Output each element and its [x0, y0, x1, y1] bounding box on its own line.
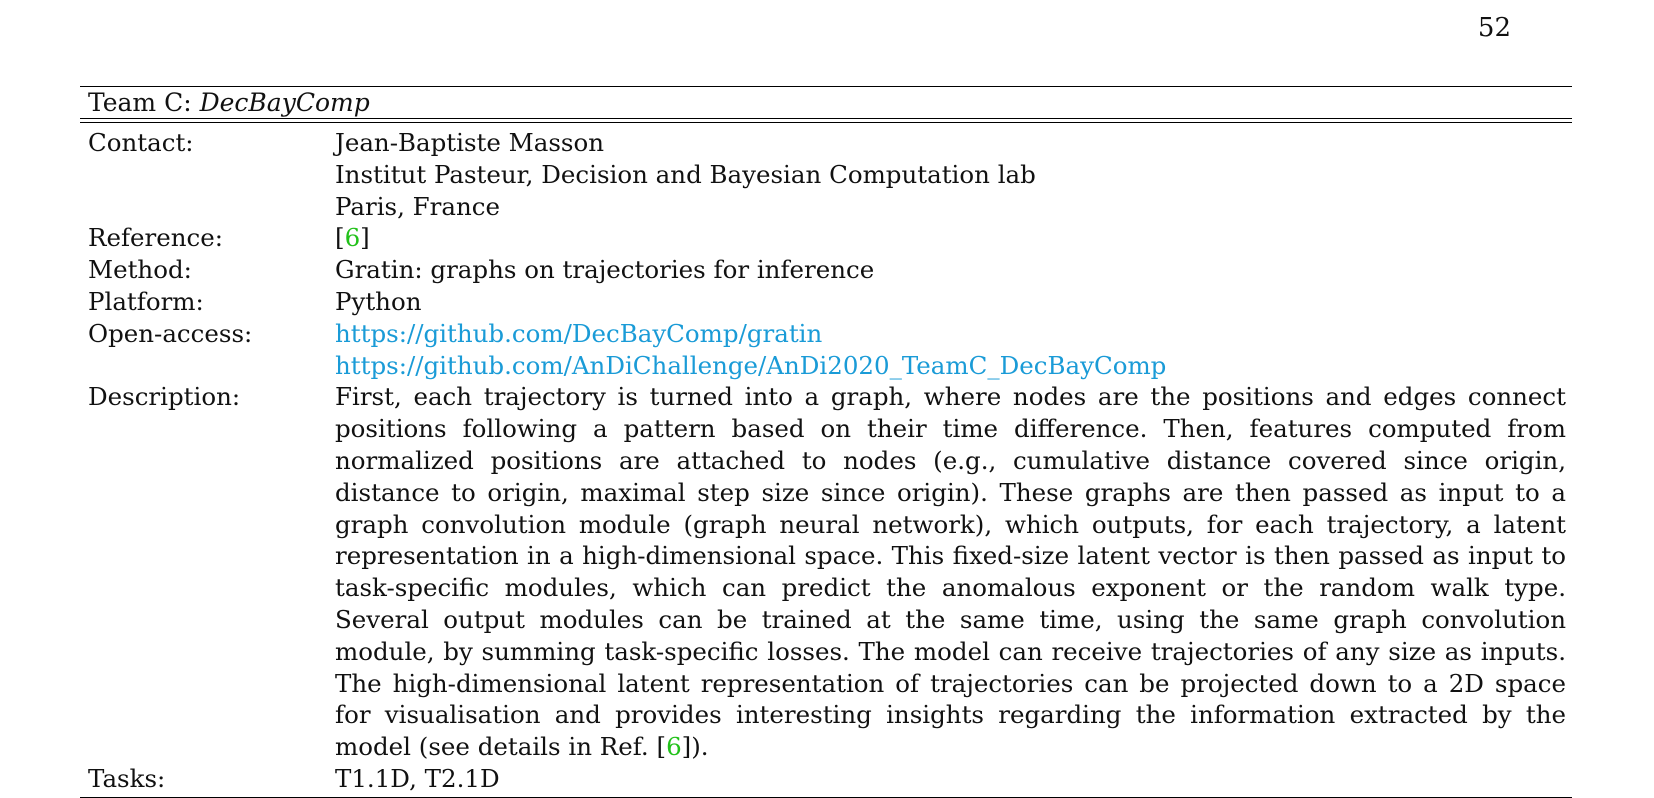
- value-method: Gratin: graphs on trajectories for infer…: [335, 255, 875, 285]
- desc-bracket-close: ]).: [681, 732, 709, 762]
- link-gratin-repo[interactable]: https://github.com/DecBayComp/gratin: [335, 318, 823, 348]
- label-contact: Contact:: [88, 128, 194, 157]
- row-reference: Reference: [6]: [80, 222, 1572, 254]
- value-contact: Jean-Baptiste Masson Institut Pasteur, D…: [335, 127, 1572, 222]
- value-tasks: T1.1D, T2.1D: [335, 763, 500, 793]
- team-name: DecBayComp: [199, 88, 370, 117]
- row-platform: Platform: Python: [80, 286, 1572, 318]
- value-open-access: https://github.com/DecBayComp/gratin htt…: [335, 318, 1572, 382]
- label-method: Method:: [88, 255, 192, 285]
- row-method: Method: Gratin: graphs on trajectories f…: [80, 254, 1572, 286]
- row-contact: Contact: Jean-Baptiste Masson Institut P…: [80, 127, 1572, 222]
- value-platform: Python: [335, 286, 422, 316]
- team-title: Team C: DecBayComp: [80, 87, 1572, 118]
- value-reference: [6]: [335, 222, 1572, 254]
- contact-name: Jean-Baptiste Masson: [335, 128, 605, 157]
- label-tasks: Tasks:: [88, 763, 166, 793]
- description-text: First, each trajectory is turned into a …: [335, 382, 1566, 762]
- value-description: First, each trajectory is turned into a …: [335, 381, 1572, 763]
- row-tasks: Tasks: T1.1D, T2.1D: [80, 763, 1572, 795]
- reference-citation-link[interactable]: 6: [344, 223, 361, 253]
- table-header-double-rule: [80, 118, 1572, 123]
- desc-bracket-open: [: [656, 732, 667, 762]
- label-reference: Reference:: [88, 223, 223, 253]
- description-citation-link[interactable]: 6: [666, 732, 682, 762]
- link-andi-challenge-repo[interactable]: https://github.com/AnDiChallenge/AnDi202…: [335, 350, 1167, 380]
- row-open-access: Open-access: https://github.com/DecBayCo…: [80, 318, 1572, 382]
- team-info-table: Team C: DecBayComp Contact: Jean-Baptist…: [80, 86, 1572, 798]
- label-description: Description:: [88, 382, 241, 412]
- table-body: Contact: Jean-Baptiste Masson Institut P…: [80, 123, 1572, 795]
- page-number: 52: [1477, 13, 1511, 43]
- contact-affiliation: Institut Pasteur, Decision and Bayesian …: [335, 159, 1036, 189]
- contact-location: Paris, France: [335, 191, 501, 221]
- ref-bracket-open: [: [335, 223, 345, 253]
- label-platform: Platform:: [88, 286, 204, 316]
- team-title-prefix: Team C:: [88, 88, 200, 117]
- row-description: Description: First, each trajectory is t…: [80, 381, 1572, 763]
- label-open-access: Open-access:: [88, 318, 253, 348]
- table-top-rule: [80, 86, 1572, 87]
- ref-bracket-close: ]: [360, 223, 370, 253]
